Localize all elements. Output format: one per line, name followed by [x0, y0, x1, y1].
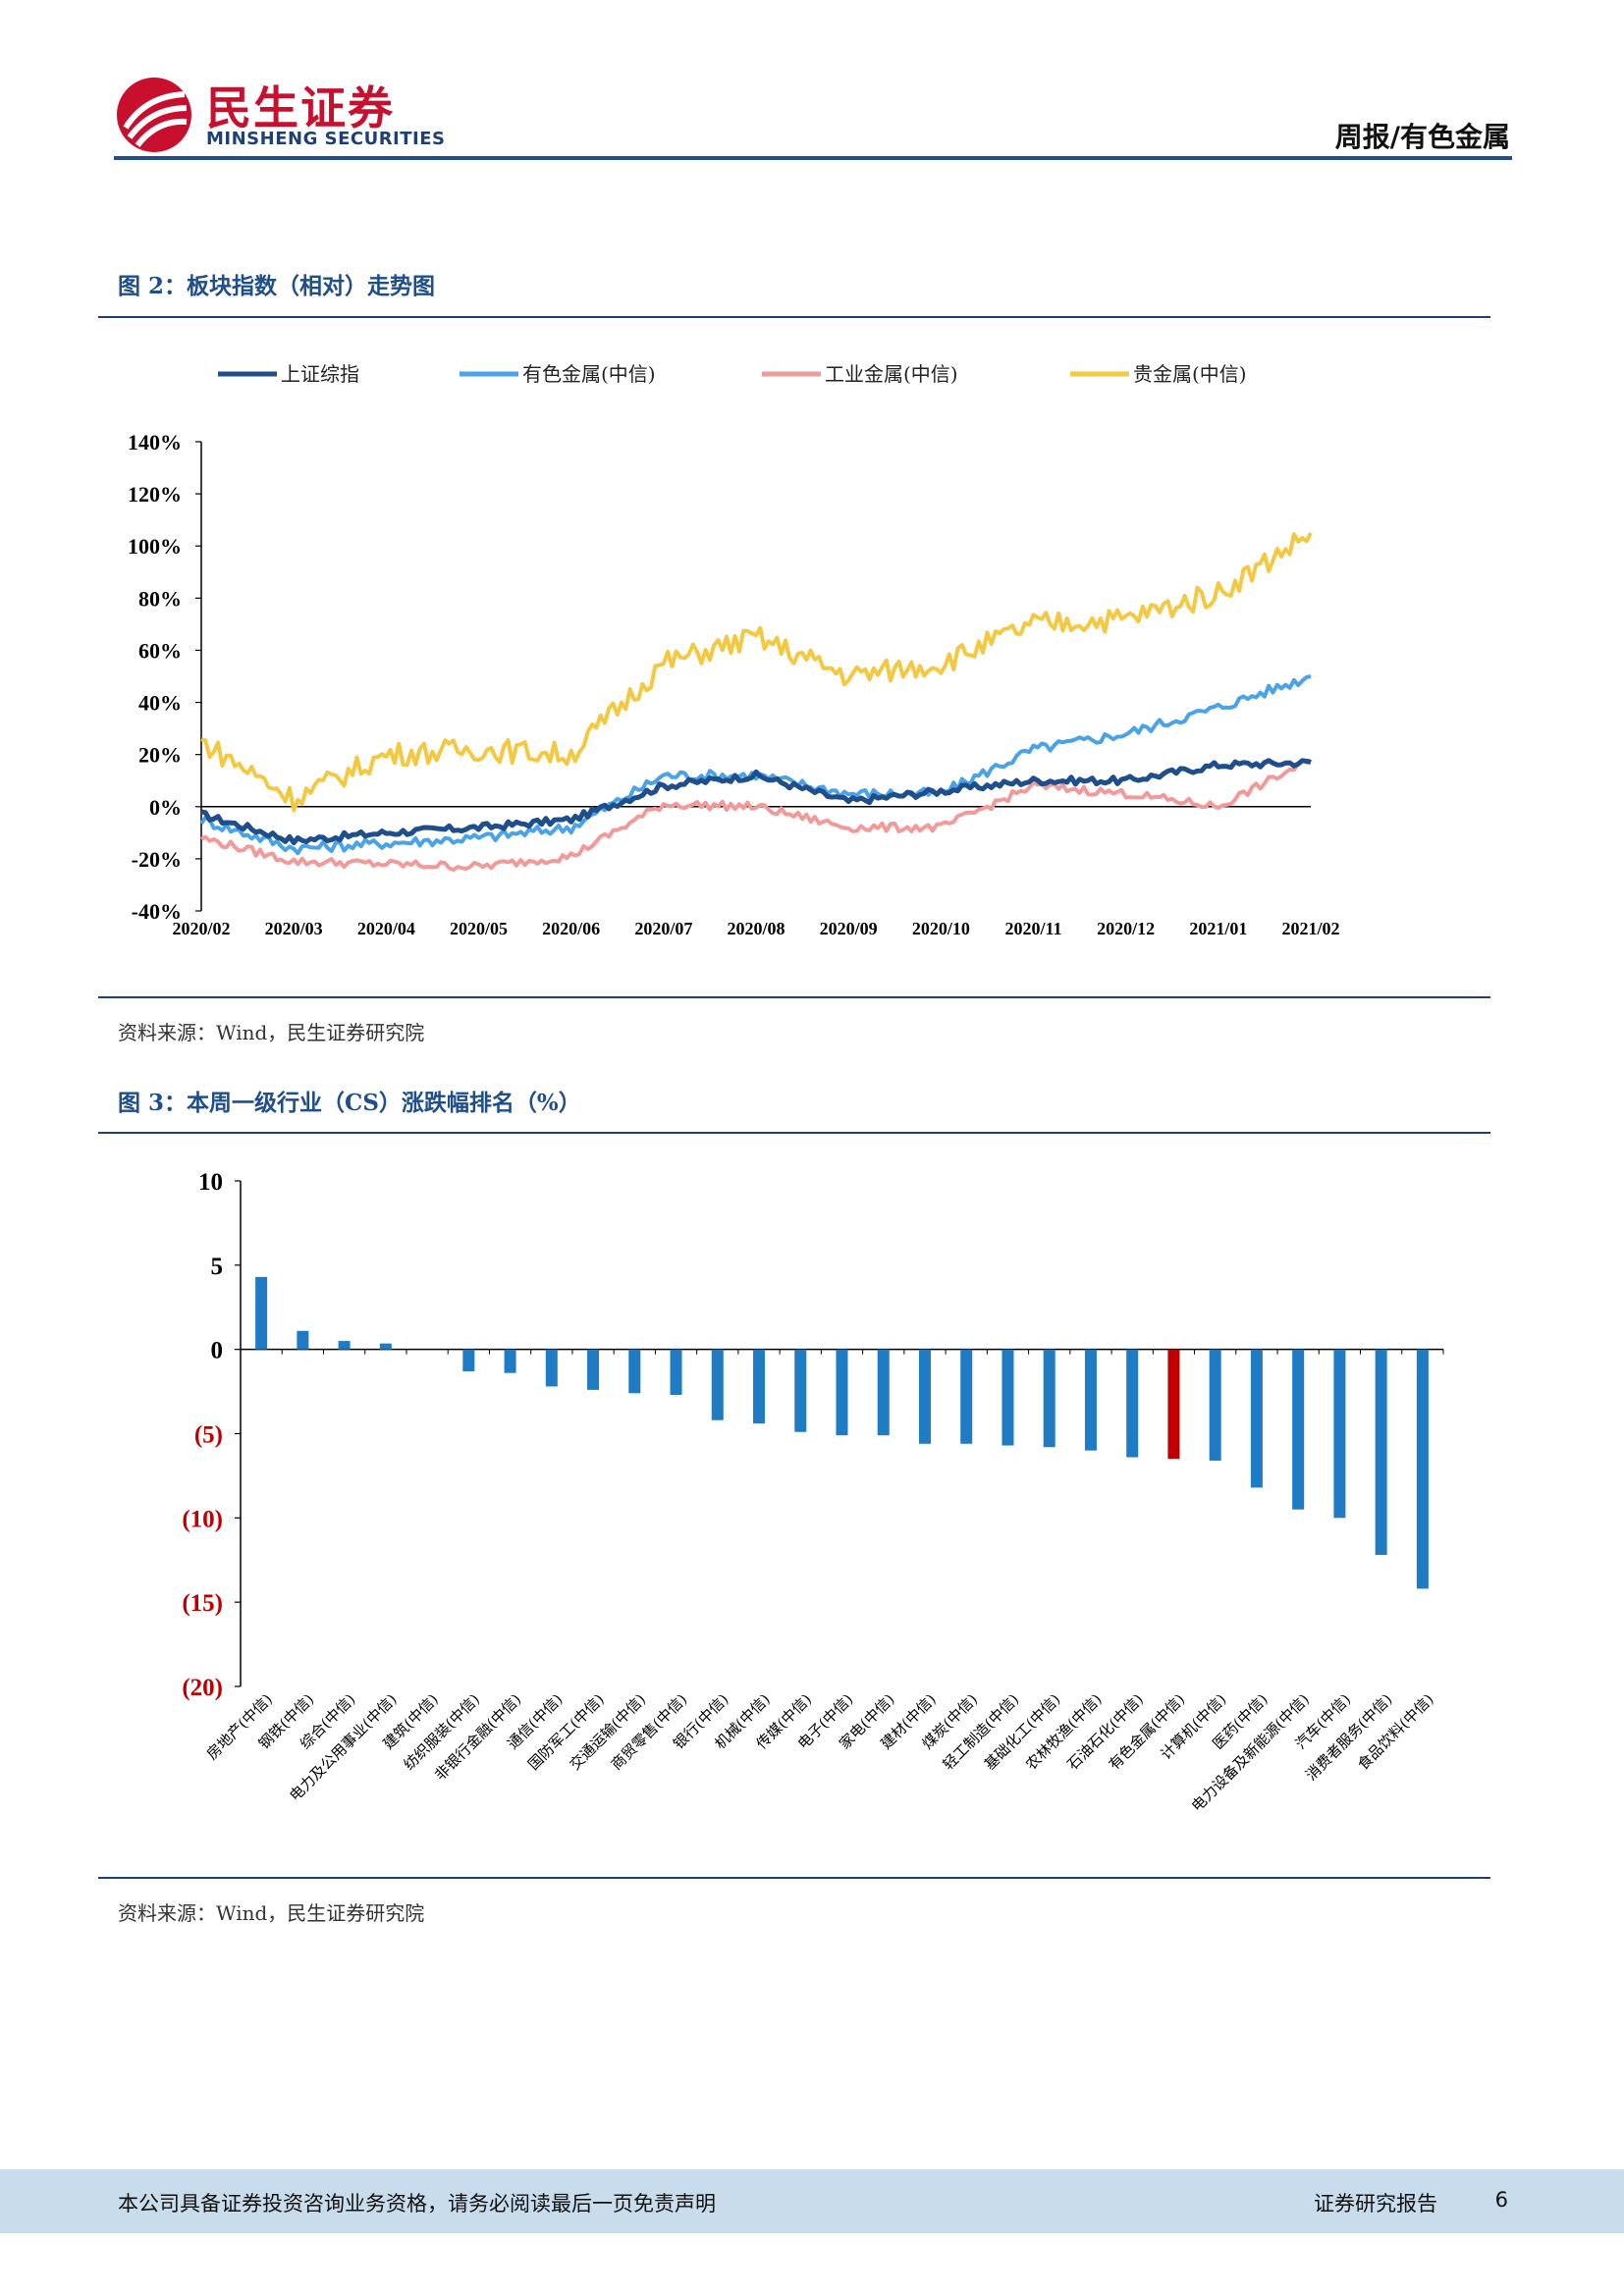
page-footer: 本公司具备证券投资咨询业务资格，请务必阅读最后一页免责声明 证券研究报告 6 — [0, 2169, 1624, 2233]
y-tick-label: (20) — [182, 1675, 223, 1701]
bar — [628, 1349, 641, 1394]
figure3-bottom-rule — [98, 1877, 1490, 1879]
bar — [297, 1330, 309, 1350]
y-tick-label: (5) — [194, 1422, 223, 1449]
bar — [1416, 1349, 1429, 1589]
bar — [1375, 1349, 1387, 1556]
bar — [504, 1349, 516, 1373]
page-number: 6 — [1494, 2188, 1508, 2212]
x-tick-label: 2020/06 — [542, 919, 600, 938]
bar — [1250, 1349, 1263, 1488]
y-tick-label: 40% — [138, 691, 182, 716]
bar — [1333, 1349, 1346, 1519]
bar — [1167, 1349, 1180, 1460]
minsheng-logo-icon — [117, 78, 191, 152]
x-tick-label: 2020/12 — [1097, 919, 1155, 938]
y-tick-label: (15) — [182, 1590, 223, 1617]
logo-name-cn: 民生证券 — [206, 81, 395, 134]
x-tick-label: 2020/08 — [727, 919, 785, 938]
figure2-title: 图 2：板块指数（相对）走势图 — [118, 273, 436, 299]
x-tick-label: 2020/04 — [357, 919, 415, 938]
bar — [379, 1343, 392, 1350]
legend-label-4: 贵金属(中信) — [1133, 362, 1247, 386]
x-tick-label: 房地产(中信) — [203, 1690, 276, 1763]
x-tick-label: 2020/05 — [450, 919, 508, 938]
y-tick-label: -40% — [132, 899, 182, 924]
bar — [1001, 1349, 1014, 1446]
x-tick-label: 2020/10 — [912, 919, 970, 938]
figure2-bottom-rule — [98, 996, 1490, 998]
report-category: 周报/有色金属 — [1334, 121, 1510, 153]
figure3-top-rule — [98, 1132, 1490, 1134]
bar — [1209, 1349, 1221, 1461]
bar — [587, 1349, 600, 1390]
header-divider — [114, 156, 1512, 160]
series-line-1 — [200, 758, 1312, 846]
bar — [794, 1349, 807, 1432]
bar — [1126, 1349, 1139, 1458]
bar — [462, 1349, 475, 1371]
bar — [545, 1349, 558, 1387]
bar — [1292, 1349, 1305, 1510]
x-tick-label: 2020/02 — [172, 919, 230, 938]
page-header: 民生证券 MINSHENG SECURITIES 周报/有色金属 — [0, 0, 1624, 162]
y-tick-label: 5 — [211, 1254, 224, 1280]
y-tick-label: 80% — [138, 586, 182, 611]
bar — [836, 1349, 848, 1436]
figure3-source: 资料来源：Wind，民生证券研究院 — [118, 1901, 425, 1925]
footer-disclaimer: 本公司具备证券投资咨询业务资格，请务必阅读最后一页免责声明 — [118, 2192, 716, 2216]
bar — [255, 1276, 268, 1350]
x-tick-label: 2020/11 — [1004, 919, 1061, 938]
y-tick-label: 10 — [198, 1169, 223, 1196]
x-tick-label: 2020/07 — [634, 919, 692, 938]
legend-label-2: 有色金属(中信) — [522, 362, 656, 386]
series-line-4 — [200, 531, 1313, 813]
y-tick-label: 140% — [128, 430, 182, 454]
legend-label-3: 工业金属(中信) — [825, 362, 958, 386]
bar — [753, 1349, 766, 1424]
bar — [338, 1341, 351, 1350]
y-tick-label: 120% — [128, 482, 182, 507]
y-tick-label: (10) — [182, 1506, 223, 1532]
y-tick-label: 60% — [138, 638, 182, 663]
bar — [960, 1349, 973, 1444]
legend-label-1: 上证综指 — [281, 362, 359, 386]
logo-name-en: MINSHENG SECURITIES — [206, 129, 446, 149]
bar — [670, 1349, 682, 1396]
x-tick-label: 2020/09 — [820, 919, 878, 938]
footer-report-type: 证券研究报告 — [1314, 2192, 1437, 2216]
bar — [1043, 1349, 1056, 1448]
x-tick-label: 2020/03 — [265, 919, 323, 938]
x-tick-label: 2021/02 — [1281, 919, 1339, 938]
figure2-top-rule — [98, 316, 1490, 318]
y-tick-label: 0% — [149, 795, 182, 820]
y-tick-label: 20% — [138, 743, 182, 768]
y-tick-label: 0 — [211, 1338, 224, 1364]
bar — [1084, 1349, 1097, 1451]
series-line-3 — [200, 758, 1313, 872]
x-tick-label: 2021/01 — [1189, 919, 1247, 938]
series-line-2 — [199, 674, 1312, 856]
y-tick-label: 100% — [128, 534, 182, 559]
bar — [711, 1349, 724, 1420]
y-tick-label: -20% — [132, 847, 182, 872]
bar — [877, 1349, 890, 1436]
figure2-source: 资料来源：Wind，民生证券研究院 — [118, 1021, 425, 1044]
figure3-title: 图 3：本周一级行业（CS）涨跌幅排名（%） — [118, 1090, 581, 1116]
bar — [918, 1349, 931, 1444]
